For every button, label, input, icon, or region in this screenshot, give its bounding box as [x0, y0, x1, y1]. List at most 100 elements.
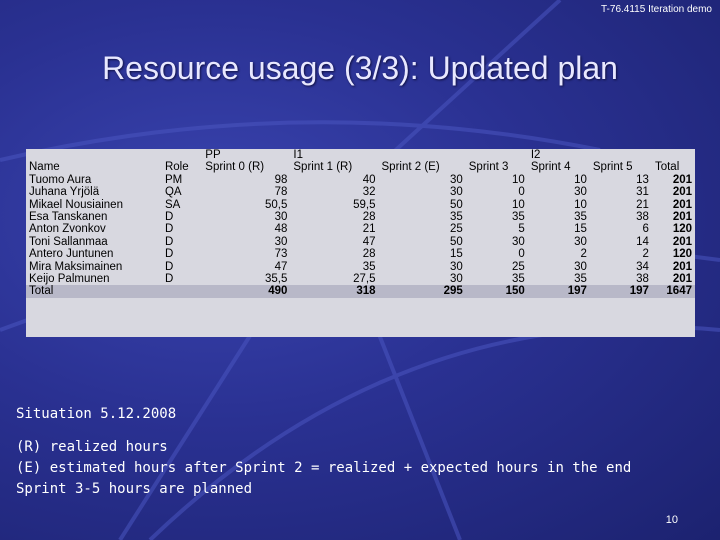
hours-cell: 35: [449, 211, 463, 224]
total-cell: 201: [672, 186, 692, 199]
note-line: (R) realized hours: [16, 439, 168, 455]
hours-cell: 2: [642, 248, 649, 261]
name-cell: Mikael Nousiainen: [29, 198, 123, 211]
note-line: (E) estimated hours after Sprint 2 = rea…: [16, 460, 632, 476]
name-cell: Anton Zvonkov: [29, 223, 106, 236]
hours-cell: 490: [202, 285, 291, 298]
total-cell: 201: [672, 198, 692, 211]
total-cell: 201: [672, 260, 692, 273]
role-cell: D: [164, 260, 174, 273]
header-cell: [652, 149, 695, 161]
table-row: Anton Zvonkov D 48 21 25 5 15 6 120: [26, 223, 695, 235]
header-cell: Role: [164, 161, 189, 174]
hours-cell: 25: [449, 223, 463, 236]
hours-cell: 14: [636, 235, 649, 248]
total-cell: 201: [672, 273, 692, 286]
header-cell: [162, 149, 202, 161]
hours-cell: 50: [449, 198, 463, 211]
hours-cell: 35: [574, 273, 587, 286]
hours-cell: 98: [274, 173, 288, 186]
role-cell: D: [164, 273, 174, 286]
hours-cell: 318: [290, 285, 379, 298]
hours-cell: 30: [449, 260, 463, 273]
header-cell: [590, 149, 652, 161]
name-cell: Toni Sallanmaa: [29, 235, 108, 248]
header-cell: [466, 149, 528, 161]
table-row: Esa Tanskanen D 30 28 35 35 35 38 201: [26, 211, 695, 223]
hours-cell: 38: [636, 273, 649, 286]
hours-cell: 50,5: [265, 198, 288, 211]
hours-cell: 30: [574, 260, 587, 273]
hours-cell: 28: [362, 211, 376, 224]
hours-cell: 2: [580, 248, 587, 261]
hours-cell: 0: [518, 186, 525, 199]
note-line: Sprint 3-5 hours are planned: [16, 481, 253, 497]
hours-cell: 35: [574, 211, 587, 224]
hours-cell: 21: [636, 198, 649, 211]
name-cell: Mira Maksimainen: [29, 260, 123, 273]
hours-cell: 73: [274, 248, 288, 261]
hours-cell: 197: [589, 285, 652, 298]
table-row: Juhana Yrjölä QA 78 32 30 0 30 31 201: [26, 186, 695, 198]
name-cell: Antero Juntunen: [29, 248, 114, 261]
hours-cell: 40: [362, 173, 376, 186]
hours-cell: 30: [449, 186, 463, 199]
name-cell: Tuomo Aura: [29, 173, 92, 186]
table-header-top: PP I1 I2: [26, 149, 695, 161]
name-cell: Juhana Yrjölä: [29, 186, 100, 199]
table-row: Antero Juntunen D 73 28 15 0 2 2 120: [26, 248, 695, 260]
table-row: Keijo Palmunen D 35,5 27,5 30 35 35 38 201: [26, 273, 695, 285]
header-cell: Sprint 2 (E): [381, 161, 440, 174]
total-cell: 120: [672, 223, 692, 236]
hours-cell: 30: [574, 186, 587, 199]
page-number: 10: [665, 514, 678, 526]
table-header-bottom: Name Role Sprint 0 (R) Sprint 1 (R) Spri…: [26, 161, 695, 173]
header-cell: Sprint 4: [530, 161, 571, 174]
hours-cell: 34: [636, 260, 649, 273]
page-title: Resource usage (3/3): Updated plan: [102, 50, 618, 86]
hours-cell: 13: [636, 173, 649, 186]
hours-cell: 31: [636, 186, 649, 199]
hours-cell: 150: [465, 285, 528, 298]
hours-cell: 197: [527, 285, 590, 298]
hours-cell: 15: [574, 223, 587, 236]
hours-cell: 295: [378, 285, 466, 298]
total-cell: 1647: [651, 285, 695, 298]
table-row: Tuomo Aura PM 98 40 30 10 10 13 201: [26, 174, 695, 186]
hours-cell: 35,5: [265, 273, 288, 286]
hours-cell: 32: [362, 186, 376, 199]
hours-cell: 30: [449, 173, 463, 186]
header-cell: Total: [654, 161, 680, 174]
hours-cell: 47: [274, 260, 288, 273]
total-cell: 120: [672, 248, 692, 261]
hours-cell: 38: [636, 211, 649, 224]
role-cell: QA: [164, 186, 182, 199]
role-cell: [161, 285, 203, 298]
table-row: Mikael Nousiainen SA 50,5 59,5 50 10 10 21 201: [26, 199, 695, 211]
hours-cell: 5: [518, 223, 525, 236]
hours-cell: 35: [512, 211, 525, 224]
header-cell: Sprint 1 (R): [293, 161, 353, 174]
hours-cell: 10: [512, 173, 525, 186]
table-row: Mira Maksimainen D 47 35 30 25 30 34 201: [26, 261, 695, 273]
table-row: Toni Sallanmaa D 30 47 50 30 30 14 201: [26, 236, 695, 248]
hours-cell: 0: [518, 248, 525, 261]
hours-cell: 47: [362, 235, 376, 248]
table-body: Tuomo Aura PM 98 40 30 10 10 13 201 Juhana Yrjölä…: [26, 174, 695, 298]
header-cell: PP: [205, 149, 221, 161]
hours-cell: 30: [449, 273, 463, 286]
hours-cell: 30: [574, 235, 587, 248]
hours-cell: 78: [274, 186, 288, 199]
name-cell: Keijo Palmunen: [29, 273, 110, 286]
role-cell: PM: [164, 173, 183, 186]
table-total-row: Total 490 318 295 150 197 197 1647: [26, 285, 695, 298]
notes: Situation 5.12.2008 (R) realized hours (…: [16, 404, 631, 500]
role-cell: D: [164, 248, 174, 261]
hours-cell: 59,5: [353, 198, 376, 211]
total-cell: 201: [672, 235, 692, 248]
total-cell: 201: [672, 173, 692, 186]
hours-cell: 10: [574, 198, 587, 211]
resource-table: PP I1 I2 Name Role Sprint 0 (R) Sprint 1…: [26, 149, 695, 337]
hours-cell: 30: [512, 235, 525, 248]
header-cell: [26, 149, 162, 161]
